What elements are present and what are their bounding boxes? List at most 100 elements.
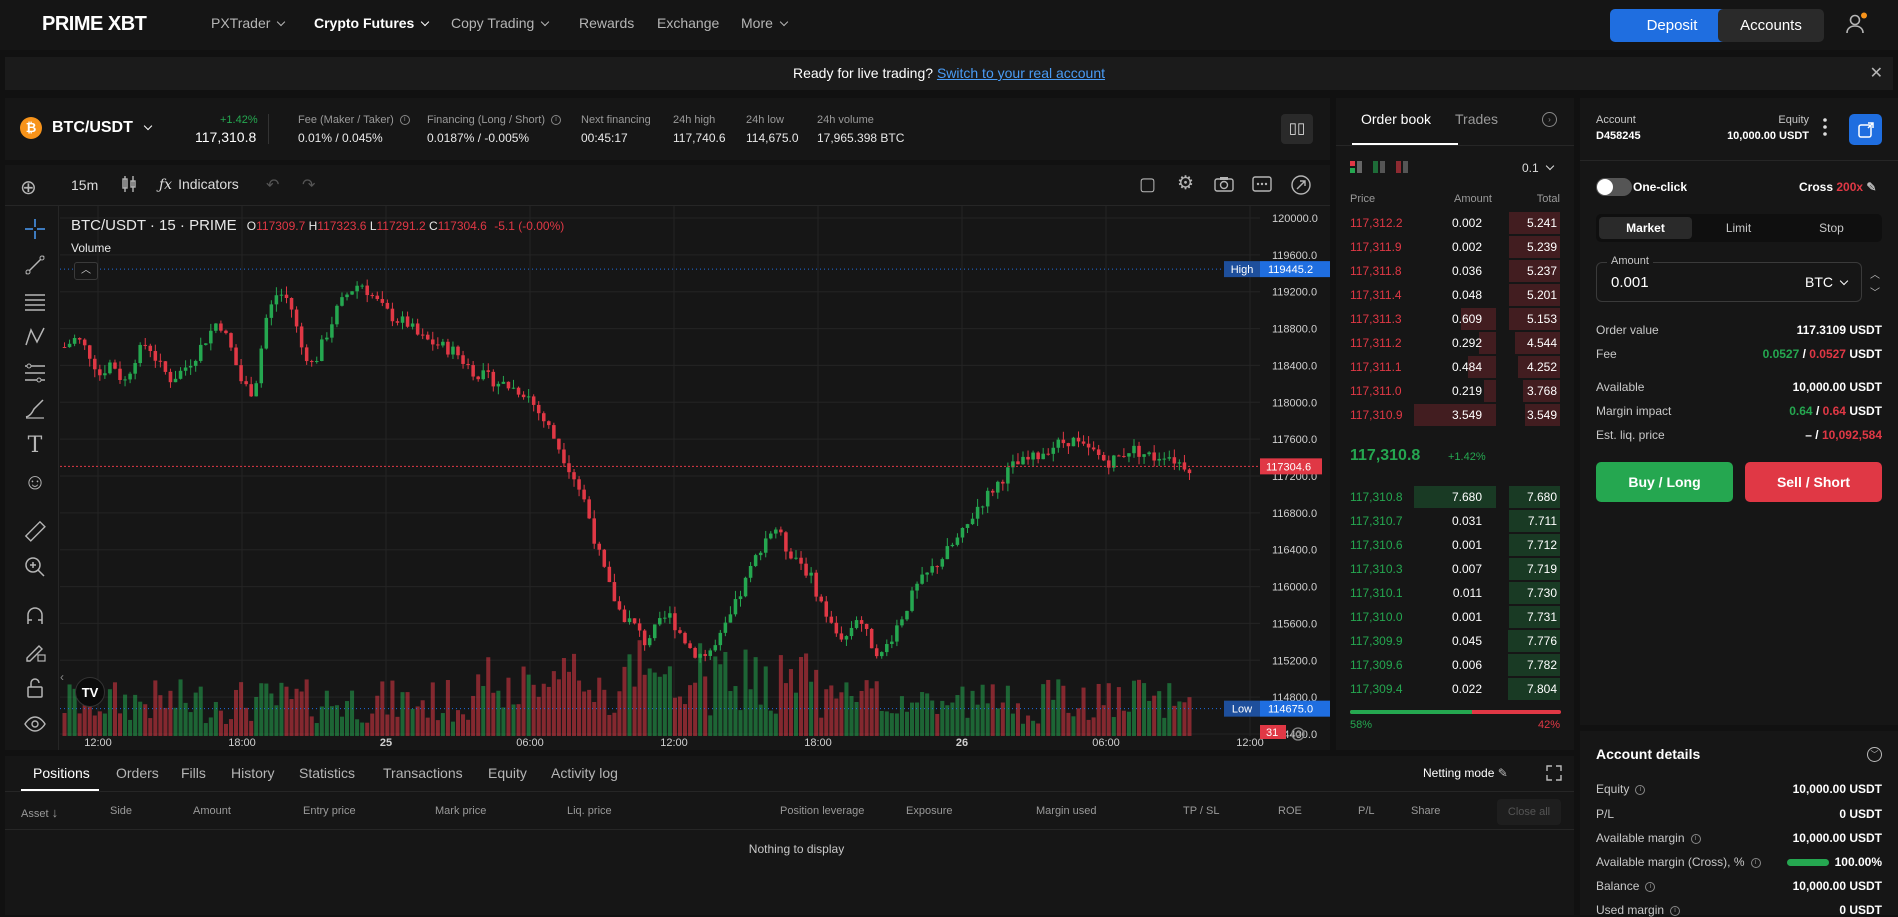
chevron-right-icon[interactable]: ›	[1542, 112, 1557, 127]
nav-more[interactable]: More	[741, 15, 789, 31]
ask-row[interactable]: 117,311.9 0.002 5.239	[1336, 235, 1574, 259]
tab-transactions[interactable]: Transactions	[383, 765, 463, 781]
nav-copy-trading[interactable]: Copy Trading	[451, 15, 550, 31]
view-asks-icon[interactable]	[1396, 161, 1408, 176]
info-icon[interactable]: i	[1750, 857, 1761, 868]
tab-positions[interactable]: Positions	[33, 765, 90, 781]
brush-icon[interactable]	[23, 397, 47, 421]
view-bids-icon[interactable]	[1373, 161, 1385, 176]
precision-selector[interactable]: 0.1	[1522, 161, 1554, 175]
bid-row[interactable]: 117,310.6 0.001 7.712	[1336, 533, 1574, 557]
amount-input[interactable]: Amount 0.001 BTC	[1596, 255, 1862, 302]
nav-crypto-futures[interactable]: Crypto Futures	[314, 15, 430, 31]
accounts-button[interactable]: Accounts	[1718, 9, 1824, 42]
increment-icon[interactable]: ︿	[1870, 270, 1880, 281]
netting-mode[interactable]: Netting mode ✎	[1423, 766, 1508, 780]
tab-orders[interactable]: Orders	[116, 765, 159, 781]
pattern-icon[interactable]	[23, 325, 47, 349]
bid-row[interactable]: 117,310.0 0.001 7.731	[1336, 605, 1574, 629]
add-icon[interactable]: ⊕	[20, 177, 37, 199]
crosshair-icon[interactable]	[23, 217, 47, 241]
tab-activity-log[interactable]: Activity log	[551, 765, 618, 781]
transfer-icon[interactable]	[1849, 114, 1882, 145]
decrement-icon[interactable]: ﹀	[1870, 288, 1880, 299]
ask-row[interactable]: 117,311.3 0.609 5.153	[1336, 307, 1574, 331]
settings-icon[interactable]: ⚙	[1177, 173, 1195, 194]
close-all-button[interactable]: Close all	[1497, 799, 1561, 825]
ruler-icon[interactable]	[23, 519, 47, 543]
ask-row[interactable]: 117,311.1 0.484 4.252	[1336, 355, 1574, 379]
settings-icon[interactable]	[1290, 726, 1306, 742]
user-profile-icon[interactable]	[1844, 12, 1868, 36]
tab-orderbook[interactable]: Order book	[1361, 111, 1432, 127]
switch-account-link[interactable]: Switch to your real account	[936, 65, 1106, 81]
price-chart[interactable]: 120000.0 119600.0 119200.0 118800.0 118400.0…	[60, 206, 1330, 750]
collapse-legend-button[interactable]: ︿	[74, 262, 98, 280]
bid-row[interactable]: 117,310.7 0.031 7.711	[1336, 509, 1574, 533]
bid-row[interactable]: 117,309.6 0.006 7.782	[1336, 653, 1574, 677]
symbol-selector[interactable]: BTC/USDT	[52, 119, 153, 137]
interval-selector[interactable]: 15m	[71, 177, 99, 193]
horizontal-lines-icon[interactable]	[23, 289, 47, 313]
info-icon[interactable]: i	[399, 115, 410, 126]
close-icon[interactable]: ✕	[1869, 65, 1883, 82]
trendline-icon[interactable]	[23, 253, 47, 277]
ask-row[interactable]: 117,310.9 3.549 3.549	[1336, 403, 1574, 427]
tab-stop[interactable]: Stop	[1819, 221, 1844, 235]
logo[interactable]: PRIME XBT	[42, 13, 147, 35]
bid-row[interactable]: 117,310.3 0.007 7.719	[1336, 557, 1574, 581]
bid-row[interactable]: 117,309.4 0.022 7.804	[1336, 677, 1574, 701]
undo-icon[interactable]: ↶	[266, 177, 280, 194]
leverage-selector[interactable]: Cross 200x ✎	[1799, 180, 1876, 194]
ask-row[interactable]: 117,311.2 0.292 4.544	[1336, 331, 1574, 355]
indicators-button[interactable]: ƒx Indicators	[159, 176, 239, 193]
more-icon[interactable]	[1252, 176, 1272, 195]
bid-row[interactable]: 117,309.9 0.045 7.776	[1336, 629, 1574, 653]
candle-type-icon[interactable]	[121, 175, 137, 198]
fib-icon[interactable]	[23, 361, 47, 385]
tab-trades[interactable]: Trades	[1455, 111, 1499, 127]
tab-statistics[interactable]: Statistics	[299, 765, 356, 781]
tab-history[interactable]: History	[231, 765, 275, 781]
ask-row[interactable]: 117,311.4 0.048 5.201	[1336, 283, 1574, 307]
tab-limit[interactable]: Limit	[1725, 221, 1752, 235]
info-icon[interactable]: i	[1670, 905, 1681, 916]
emoji-icon[interactable]: ☺	[23, 469, 47, 494]
layout-icon[interactable]: ▢	[1139, 174, 1157, 194]
view-both-icon[interactable]	[1350, 161, 1362, 176]
redo-icon[interactable]: ↷	[302, 177, 316, 194]
info-icon[interactable]: i	[1645, 881, 1656, 892]
nav-rewards[interactable]: Rewards	[579, 15, 635, 31]
info-icon[interactable]: i	[1635, 784, 1646, 795]
more-vertical-icon[interactable]	[1823, 117, 1827, 137]
info-icon[interactable]: i	[551, 115, 562, 126]
camera-icon[interactable]	[1214, 176, 1234, 195]
nav-exchange[interactable]: Exchange	[657, 15, 720, 31]
ask-row[interactable]: 117,311.0 0.219 3.768	[1336, 379, 1574, 403]
expand-icon[interactable]	[1546, 765, 1562, 784]
tradingview-logo[interactable]: TV	[75, 677, 105, 707]
info-icon[interactable]: i	[1690, 833, 1701, 844]
book-icon[interactable]: ▯▯	[1281, 114, 1313, 144]
tab-equity[interactable]: Equity	[488, 765, 527, 781]
zoom-in-icon[interactable]	[23, 555, 47, 579]
text-icon[interactable]: T	[27, 433, 43, 458]
tab-market[interactable]: Market	[1599, 217, 1692, 239]
lock-drawing-icon[interactable]	[23, 640, 47, 664]
sell-short-button[interactable]: Sell / Short	[1745, 462, 1882, 502]
collapse-icon[interactable]: ﹀	[1867, 747, 1882, 762]
lock-icon[interactable]	[23, 676, 47, 700]
bid-row[interactable]: 117,310.8 7.680 7.680	[1336, 485, 1574, 509]
eye-icon[interactable]	[23, 712, 47, 736]
bid-row[interactable]: 117,310.1 0.011 7.730	[1336, 581, 1574, 605]
nav-pxtrader[interactable]: PXTrader	[211, 15, 286, 31]
col-asset[interactable]: Asset ↓	[21, 805, 58, 820]
deposit-button[interactable]: Deposit	[1610, 9, 1734, 42]
one-click-toggle[interactable]	[1596, 178, 1632, 196]
buy-long-button[interactable]: Buy / Long	[1596, 462, 1733, 502]
ask-row[interactable]: 117,312.2 0.002 5.241	[1336, 211, 1574, 235]
tab-fills[interactable]: Fills	[181, 765, 206, 781]
magnet-icon[interactable]	[23, 604, 47, 628]
amount-unit-selector[interactable]: BTC	[1805, 274, 1849, 290]
fullscreen-icon[interactable]	[1291, 175, 1311, 198]
